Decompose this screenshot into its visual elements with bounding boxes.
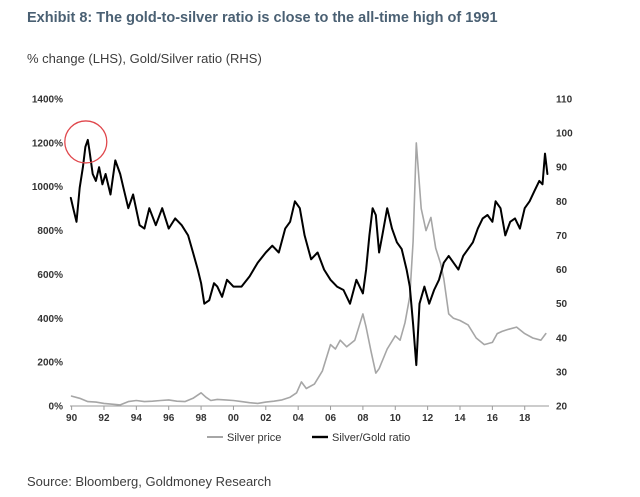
legend: Silver price Silver/Gold ratio [207, 432, 410, 444]
right-y-axis: 20 30 40 50 60 70 80 90 100 110 [556, 95, 573, 413]
right-tick-label: 70 [556, 231, 568, 242]
left-tick-label: 1000% [32, 182, 63, 193]
right-tick-label: 80 [556, 197, 568, 208]
right-tick-label: 60 [556, 265, 568, 276]
chart-title: Exhibit 8: The gold-to-silver ratio is c… [27, 10, 498, 26]
left-tick-label: 800% [37, 226, 63, 237]
right-tick-label: 30 [556, 367, 568, 378]
x-tick-label: 96 [163, 413, 175, 424]
x-tick-label: 18 [519, 413, 531, 424]
chart-subtitle: % change (LHS), Gold/Silver ratio (RHS) [27, 51, 262, 66]
x-tick-label: 00 [228, 413, 240, 424]
source-note: Source: Bloomberg, Goldmoney Research [27, 474, 272, 489]
right-tick-label: 110 [556, 95, 573, 106]
right-tick-label: 40 [556, 333, 568, 344]
peak-highlight-circle [64, 120, 108, 164]
x-tick-label: 04 [293, 413, 305, 424]
x-axis: 90 92 94 96 98 00 02 04 06 08 10 12 14 16 18 [66, 405, 549, 424]
x-tick-label: 98 [196, 413, 208, 424]
left-tick-label: 1400% [32, 95, 63, 106]
x-tick-label: 16 [487, 413, 499, 424]
x-tick-label: 12 [422, 413, 434, 424]
right-tick-label: 100 [556, 129, 573, 140]
legend-label-silver-price: Silver price [227, 432, 281, 444]
left-tick-label: 600% [37, 270, 63, 281]
left-tick-label: 1200% [32, 138, 63, 149]
right-tick-label: 90 [556, 163, 568, 174]
right-tick-label: 50 [556, 299, 568, 310]
legend-label-ratio: Silver/Gold ratio [332, 432, 410, 444]
x-tick-label: 14 [454, 413, 466, 424]
chart-area: 0% 200% 400% 600% 800% 1000% 1200% 1400% 20 30 40… [32, 95, 573, 445]
x-tick-label: 90 [66, 413, 78, 424]
silver-price-line [70, 142, 547, 406]
series-group [69, 138, 549, 406]
x-tick-label: 02 [260, 413, 272, 424]
silver-gold-ratio-line [69, 138, 549, 367]
x-tick-label: 92 [98, 413, 110, 424]
x-tick-label: 06 [325, 413, 337, 424]
left-y-axis: 0% 200% 400% 600% 800% 1000% 1200% 1400% [32, 95, 63, 413]
x-tick-label: 10 [390, 413, 402, 424]
left-tick-label: 400% [37, 314, 63, 325]
x-tick-label: 94 [131, 413, 143, 424]
right-tick-label: 20 [556, 402, 568, 413]
annotation-group [64, 120, 108, 164]
x-tick-label: 08 [357, 413, 369, 424]
left-tick-label: 200% [37, 358, 63, 369]
left-tick-label: 0% [49, 402, 64, 413]
